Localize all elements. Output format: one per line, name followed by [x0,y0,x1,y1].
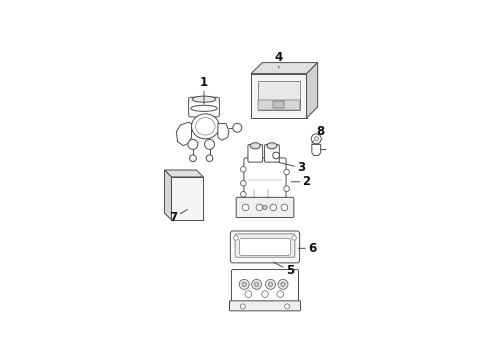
Ellipse shape [267,143,277,149]
Circle shape [252,279,262,289]
FancyBboxPatch shape [231,270,298,302]
Circle shape [285,304,290,309]
Circle shape [284,169,290,175]
Circle shape [241,192,246,197]
FancyBboxPatch shape [236,197,294,217]
Circle shape [256,204,263,211]
Bar [258,100,299,110]
Ellipse shape [191,105,217,111]
Circle shape [281,204,288,211]
Ellipse shape [250,143,260,149]
Circle shape [284,186,290,192]
Circle shape [233,123,242,132]
Circle shape [239,279,249,289]
Circle shape [269,282,273,287]
Circle shape [204,139,215,149]
Circle shape [273,152,279,159]
FancyBboxPatch shape [230,231,300,263]
Polygon shape [312,144,320,156]
Text: 3: 3 [279,161,305,175]
Circle shape [311,134,321,144]
Circle shape [241,180,246,186]
Circle shape [188,139,198,149]
Circle shape [242,282,246,287]
FancyBboxPatch shape [244,158,286,203]
FancyBboxPatch shape [229,301,300,311]
Circle shape [281,282,285,287]
Polygon shape [165,170,203,177]
Circle shape [270,204,277,211]
Circle shape [242,204,249,211]
Text: 7: 7 [170,210,187,224]
Text: 1: 1 [200,76,208,104]
Bar [172,177,203,220]
Polygon shape [251,63,318,74]
Ellipse shape [192,114,219,139]
Circle shape [263,205,267,210]
Circle shape [234,236,238,240]
Text: 5: 5 [273,262,294,277]
Text: 4: 4 [275,50,283,68]
Circle shape [190,155,196,162]
Text: 6: 6 [298,242,316,255]
FancyBboxPatch shape [235,234,295,257]
Circle shape [266,279,275,289]
Circle shape [262,291,269,297]
FancyBboxPatch shape [265,145,279,162]
FancyBboxPatch shape [189,97,220,117]
FancyBboxPatch shape [248,145,263,162]
Circle shape [240,304,245,309]
Circle shape [241,167,246,172]
FancyBboxPatch shape [240,239,290,255]
Circle shape [292,236,296,240]
Bar [251,74,307,118]
Text: 2: 2 [292,175,311,188]
Text: 8: 8 [312,125,324,143]
Circle shape [277,291,284,297]
Ellipse shape [196,118,215,135]
Circle shape [314,136,319,141]
Polygon shape [218,123,229,140]
Bar [258,81,299,110]
Bar [273,100,284,108]
Polygon shape [307,63,318,118]
Circle shape [254,282,259,287]
Circle shape [245,291,252,297]
Circle shape [278,279,288,289]
Polygon shape [165,170,172,220]
Circle shape [206,155,213,162]
Ellipse shape [192,96,216,102]
Polygon shape [176,122,192,146]
